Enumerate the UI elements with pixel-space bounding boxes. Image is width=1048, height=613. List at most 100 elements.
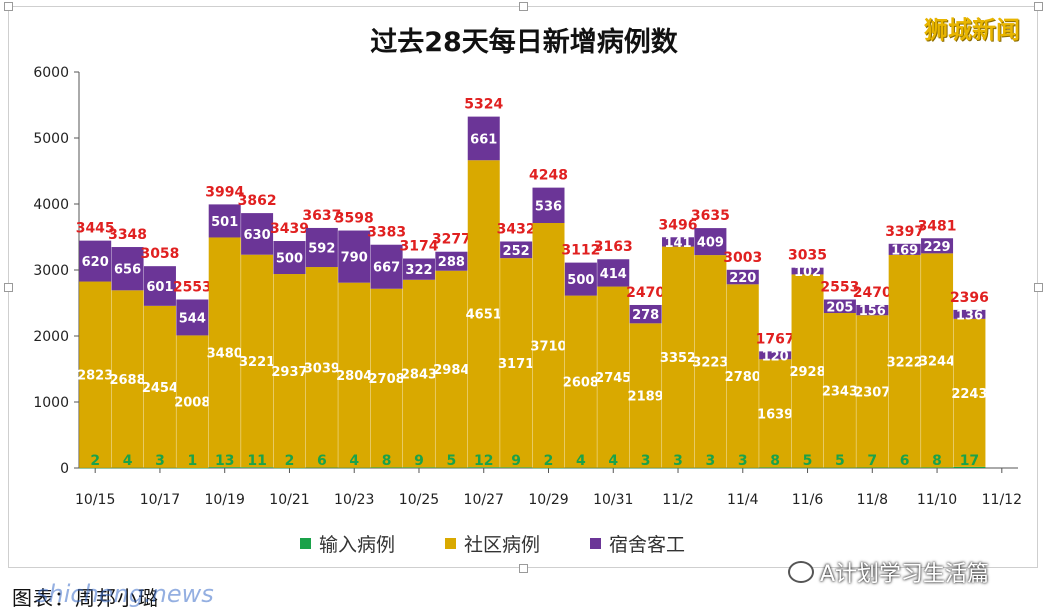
data-label-imported: 3 [641,453,651,469]
data-label-imported: 6 [900,453,910,469]
bar-segment-imported [500,467,533,468]
bar-segment-imported [532,467,565,469]
bar-segment-imported [953,466,986,468]
data-label-imported: 1 [187,453,197,469]
data-label-dormitory: 120 [762,349,789,364]
bar-segment-community [435,270,468,468]
bar-segment-community [176,335,209,468]
bar-segment-dormitory [305,227,338,268]
data-label-dormitory: 322 [405,263,432,278]
data-label-imported: 8 [932,453,942,469]
bar-segment-community [111,290,144,468]
bar-segment-imported [111,467,144,469]
bar-segment-imported [726,467,759,469]
x-tick-label: 10/19 [205,492,245,508]
data-label-dormitory: 278 [632,308,659,323]
data-label-total: 2396 [950,290,989,306]
resize-handle-top-right[interactable] [1034,2,1043,11]
resize-handle-bottom[interactable] [519,564,528,573]
legend-label-community: 社区病例 [464,534,541,556]
bar-segment-dormitory [564,262,597,296]
data-label-dormitory: 288 [438,255,465,270]
bar-segment-community [953,318,986,467]
bar-segment-community [79,281,112,468]
bar-segment-imported [273,467,306,469]
bar-segment-imported [176,467,209,469]
bar-segment-community [241,254,274,468]
data-label-imported: 12 [474,453,493,469]
x-tick-label: 10/15 [75,492,115,508]
resize-handle-right[interactable] [1034,283,1043,292]
bar-segment-imported [143,467,176,469]
site-watermark: shicheng.news [36,580,214,608]
data-label-dormitory: 661 [470,132,497,147]
bar-segment-dormitory [402,258,435,280]
data-label-community: 2745 [595,371,631,386]
data-label-community: 2823 [77,369,113,384]
data-label-total: 3481 [918,218,957,234]
data-label-total: 1767 [756,331,795,347]
data-label-imported: 2 [544,453,554,469]
data-label-total: 2470 [626,285,665,301]
data-label-community: 2984 [433,363,469,378]
data-label-dormitory: 156 [859,304,886,319]
bar-segment-imported [564,467,597,469]
data-label-imported: 3 [673,453,683,469]
chart-title: 过去28天每日新增病例数 [370,27,678,58]
data-label-imported: 9 [414,453,424,469]
data-label-imported: 13 [215,453,234,469]
y-tick-label: 5000 [33,131,69,147]
data-label-dormitory: 544 [179,311,206,326]
data-label-dormitory: 409 [697,236,724,251]
bar-segment-dormitory [629,304,662,324]
y-tick-label: 6000 [33,65,69,81]
resize-handle-top[interactable] [519,2,528,11]
data-label-imported: 17 [960,453,979,469]
bar-segment-community [467,160,500,468]
data-label-total: 3035 [788,248,827,264]
data-label-imported: 6 [317,453,327,469]
data-label-community: 3710 [530,339,566,354]
data-label-community: 2243 [951,387,987,402]
bar-segment-community [143,305,176,468]
data-label-imported: 3 [155,453,165,469]
bar-segment-imported [759,467,792,468]
bar-segment-imported [208,467,241,468]
x-tick-label: 11/4 [727,492,759,508]
data-label-dormitory: 667 [373,261,400,276]
legend-item-dormitory: 宿舍客工 [590,530,685,557]
data-label-dormitory: 630 [244,228,271,243]
data-label-dormitory: 500 [567,273,594,288]
bar-segment-dormitory [176,299,209,336]
data-label-imported: 4 [349,453,359,469]
data-label-community: 3039 [304,361,340,376]
data-label-community: 3244 [919,354,955,369]
data-label-total: 3432 [497,221,536,237]
bar-segment-dormitory [467,116,500,161]
bar-segment-imported [921,467,954,468]
resize-handle-top-left[interactable] [4,2,13,11]
bar-segment-community [823,313,856,468]
data-label-community: 3171 [498,357,534,372]
chart-credit: 图表：周邦小璐 [12,586,159,610]
bar-segment-dormitory [726,269,759,285]
data-label-dormitory: 102 [794,265,821,280]
data-label-community: 2937 [271,365,307,380]
data-label-community: 3480 [207,346,243,361]
bar-segment-community [208,237,241,468]
bar-segment-dormitory [662,237,695,247]
bar-segment-community [759,359,792,468]
data-label-imported: 8 [382,453,392,469]
data-label-total: 4248 [529,168,568,184]
legend-label-dormitory: 宿舍客工 [609,534,686,556]
data-label-total: 3383 [367,225,406,241]
data-label-total: 3439 [270,221,309,237]
data-label-community: 3221 [239,355,275,370]
data-label-total: 3003 [723,250,762,266]
bar-segment-dormitory [856,304,889,316]
bar-segment-dormitory [435,251,468,271]
data-label-imported: 9 [511,453,521,469]
data-label-community: 4651 [466,308,502,323]
resize-handle-left[interactable] [4,283,13,292]
